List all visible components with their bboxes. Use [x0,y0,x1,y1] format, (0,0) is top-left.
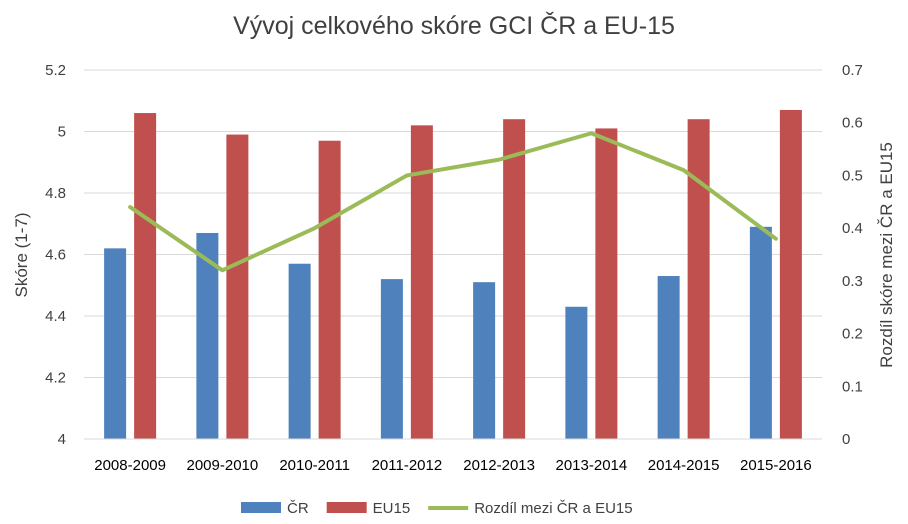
bar [779,109,802,439]
x-axis-ticks: 2008-2009 2009-2010 2010-2011 2011-2012 2012… [94,457,811,474]
legend-label: Rozdíl mezi ČR a EU15 [474,500,632,517]
bar [134,113,157,440]
y-tick-label: 4.4 [45,308,66,325]
x-tick-label: 2014-2015 [648,457,720,474]
bar [503,119,526,439]
y-tick-label: 4.6 [45,247,66,264]
bar [595,128,618,440]
gridlines [84,69,822,378]
y-axis-title: Skóre (1-7) [12,212,31,297]
y-tick-label: 4 [58,431,66,448]
bar [380,279,403,439]
bar [410,125,433,439]
bar [226,134,249,439]
bar [473,282,496,439]
y-tick-label: 5 [58,124,66,141]
legend: ČR EU15 Rozdíl mezi ČR a EU15 [241,500,633,517]
x-tick-label: 2010-2011 [279,457,350,474]
y2-tick-label: 0 [842,431,850,448]
bar [687,119,710,439]
x-tick-label: 2015-2016 [740,457,812,474]
y2-tick-label: 0.3 [842,273,863,290]
y-tick-label: 4.2 [45,370,66,387]
bar [288,263,311,439]
bar [565,306,588,439]
x-tick-label: 2011-2012 [372,457,443,474]
y2-tick-label: 0.6 [842,115,863,132]
x-tick-label: 2012-2013 [463,457,535,474]
line-series-group [128,131,778,273]
series-line [128,131,778,273]
y2-tick-label: 0.4 [842,220,863,237]
chart-title: Vývoj celkového skóre GCI ČR a EU-15 [233,11,675,40]
y2-tick-label: 0.5 [842,167,863,184]
x-tick-label: 2013-2014 [556,457,628,474]
bar [318,140,341,439]
y2-axis-title: Rozdíl skóre mezi ČR a EU15 [877,142,896,368]
y-tick-label: 5.2 [45,62,66,79]
x-tick-label: 2009-2010 [187,457,259,474]
bar-group [104,109,802,440]
legend-swatch [326,502,367,513]
x-tick-label: 2008-2009 [94,457,166,474]
legend-label: EU15 [373,500,411,517]
bar [104,248,127,439]
legend-swatch [241,502,281,513]
bar [749,226,772,439]
y2-tick-label: 0.1 [842,378,863,395]
y2-tick-label: 0.7 [842,62,863,79]
legend-label: ČR [287,500,309,517]
bar [657,276,680,439]
y-axis-ticks: 4 4.2 4.4 4.6 4.8 5 5.2 [45,62,66,448]
bar [196,232,219,439]
y-tick-label: 4.8 [45,185,66,202]
y2-axis-ticks: 0 0.1 0.2 0.3 0.4 0.5 0.6 0.7 [842,62,863,448]
y2-tick-label: 0.2 [842,326,863,343]
